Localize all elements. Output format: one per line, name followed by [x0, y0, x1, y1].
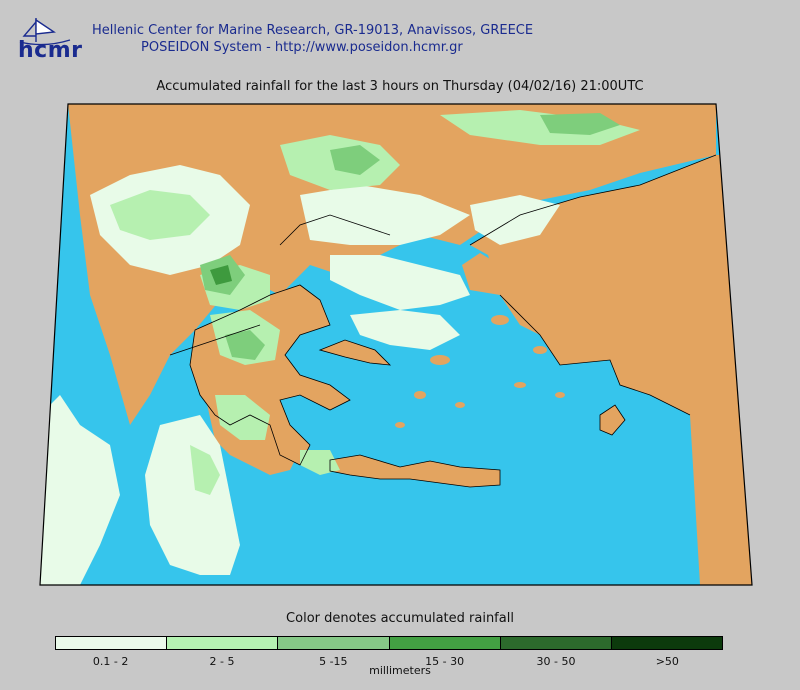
legend-label: 30 - 50	[536, 655, 576, 668]
legend-swatch-0	[56, 637, 168, 649]
coastlines	[169, 154, 717, 488]
landmass-anatolia	[470, 155, 752, 585]
rain-zone-northeast-heavy	[540, 113, 620, 135]
map-canvas	[39, 103, 753, 586]
legend-swatch-2	[278, 637, 390, 649]
legend-swatch-4	[500, 637, 612, 649]
rain-zone-northwest-moderate	[110, 190, 210, 240]
hcmr-ship-logo-icon	[19, 18, 71, 46]
legend-unit: millimeters	[369, 664, 431, 677]
rain-zone-north-heavy	[330, 145, 380, 175]
legend-label: 2 - 5	[209, 655, 235, 668]
rain-zone-peloponnese	[215, 395, 270, 440]
legend-labels: 0.1 - 2 2 - 5 5 -15 15 - 30 30 - 50 >50	[55, 655, 723, 671]
rain-zone-ionian	[145, 415, 240, 575]
rain-zone-west	[40, 395, 120, 585]
rain-zone-central-aegean	[330, 255, 470, 310]
legend-label: 0.1 - 2	[92, 655, 129, 668]
landmass-balkans	[68, 104, 716, 425]
rain-zone-anatolia-west	[470, 195, 560, 245]
header: hcmr Hellenic Center for Marine Research…	[0, 0, 800, 100]
institution-line: Hellenic Center for Marine Research, GR-…	[92, 23, 534, 38]
legend-swatch-3	[389, 637, 501, 649]
legend-label: 5 -15	[319, 655, 348, 668]
legend-label: 15 - 30	[425, 655, 465, 668]
legend-title: Color denotes accumulated rainfall	[286, 611, 514, 626]
landmass-rhodes	[600, 405, 625, 435]
map-frame	[39, 103, 753, 586]
landmass-crete	[330, 455, 500, 487]
rain-zone-north-aegean	[300, 185, 470, 245]
landmass-anatolia-coast	[462, 253, 500, 295]
map-title: Accumulated rainfall for the last 3 hour…	[156, 79, 644, 94]
legend-label: >50	[655, 655, 679, 668]
rain-zone-epirus-core	[210, 265, 232, 285]
legend-swatch-1	[167, 637, 279, 649]
legend-colorbar	[55, 636, 723, 650]
rainfall-map[interactable]	[0, 95, 800, 600]
system-line: POSEIDON System - http://www.poseidon.hc…	[141, 40, 463, 55]
logo-text: hcmr	[18, 38, 83, 63]
legend-swatch-5	[611, 637, 723, 649]
rain-zone-ionian-light	[190, 445, 220, 495]
rain-zone-central-greece-heavy	[225, 330, 265, 360]
landmass-evia	[320, 340, 390, 365]
rain-zone-aegean-center	[350, 310, 460, 350]
